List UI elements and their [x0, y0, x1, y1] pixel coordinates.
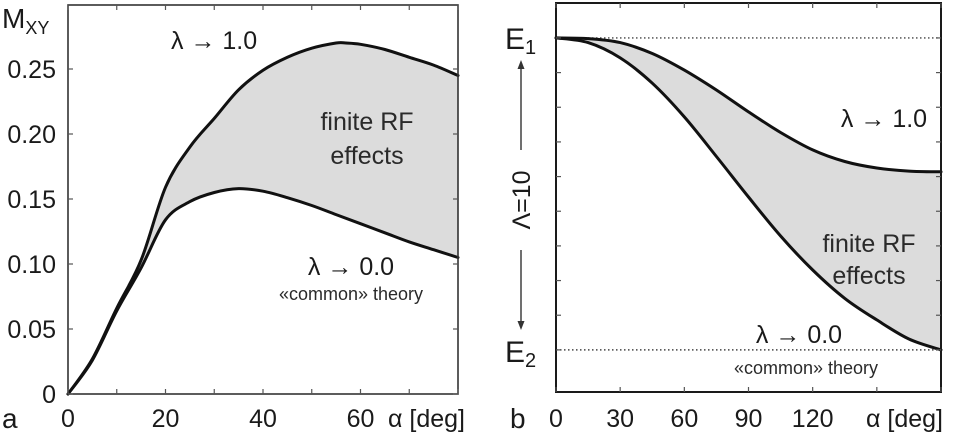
- panel-b-e1-label: E1: [505, 23, 536, 59]
- panel-b-curve-lambda-1: [554, 36, 943, 174]
- panel-b-xlabel: α [deg]: [866, 405, 943, 433]
- panel-a-ticks: [67, 5, 459, 395]
- panel-a-ytick-label: 0.10: [7, 251, 56, 279]
- panel-b-finite-rf-band: [556, 37, 941, 350]
- panel-a-ylabel-main: M: [2, 3, 25, 34]
- panel-a-xtick-label: 40: [249, 405, 277, 433]
- panel-a-xtick-label: 20: [152, 405, 180, 433]
- panel-b-arrow-up-head-icon: [517, 60, 525, 69]
- panel-b-lower-label: λ → 0.0: [756, 321, 842, 349]
- panel-b-lower-sublabel: «common» theory: [734, 358, 878, 378]
- panel-b-e2-label: E2: [505, 336, 536, 372]
- panel-a-ytick-label: 0.20: [7, 121, 56, 149]
- panel-b-ticks: [555, 3, 942, 392]
- panel-a-letter: a: [2, 403, 18, 434]
- panel-a-region-label-line2: effects: [330, 142, 403, 170]
- panel-a-lower-sublabel: «common» theory: [279, 284, 423, 304]
- panel-a-curve-lambda-1: [66, 41, 460, 396]
- panel-b-xtick-label: 120: [792, 405, 834, 433]
- panel-b-region-label-line2: effects: [832, 262, 905, 290]
- panel-a-upper-label: λ → 1.0: [171, 27, 257, 55]
- panel-a-region-label-line1: finite RF: [320, 108, 413, 136]
- panel-b-region-label-line1: finite RF: [822, 230, 915, 258]
- panel-b-e2-sub: 2: [525, 350, 536, 372]
- panel-a-curve-lambda-0: [66, 187, 460, 396]
- panel-a-ytick-label: 0: [42, 381, 56, 409]
- panel-b-arrow-down-head-icon: [517, 321, 525, 330]
- panel-b-e1-sub: 1: [525, 37, 536, 59]
- panel-b-ylabel: Λ=10: [508, 170, 536, 229]
- panel-b-letter: b: [510, 403, 526, 434]
- panel-a-chart: 0 20 40 60 0 0.05 0.10 0.15 0.20 0.25 MXY α [deg]…: [2, 3, 465, 434]
- panel-a-xtick-label: 60: [347, 405, 375, 433]
- panel-b-xtick-label: 0: [549, 405, 563, 433]
- panel-b-chart: 0 30 60 90 120 E1 E2 Λ=10 α [deg] b λ → 1.0 …: [505, 2, 943, 434]
- panel-b-curve-lambda-0: [554, 36, 943, 352]
- panel-b-tick-labels: 0 30 60 90 120: [549, 405, 833, 433]
- panel-b-xtick-label: 30: [606, 405, 634, 433]
- panel-a-ylabel: MXY: [2, 3, 49, 38]
- panel-a-ytick-label: 0.25: [7, 56, 56, 84]
- panel-b-xtick-label: 60: [670, 405, 698, 433]
- panel-b-e2-main: E: [505, 336, 525, 369]
- panel-a-finite-rf-band: [68, 42, 458, 395]
- panel-a-lower-label: λ → 0.0: [308, 253, 394, 281]
- panel-a-ytick-label: 0.15: [7, 186, 56, 214]
- panel-a-xtick-label: 0: [61, 405, 75, 433]
- panel-a-ytick-label: 0.05: [7, 316, 56, 344]
- panel-b-upper-label: λ → 1.0: [841, 105, 927, 133]
- panel-b-e1-main: E: [505, 23, 525, 56]
- panel-a-xlabel: α [deg]: [388, 405, 465, 433]
- panel-b-xtick-label: 90: [735, 405, 763, 433]
- panel-a-ylabel-sub: XY: [25, 18, 49, 38]
- panel-a-tick-labels: 0 20 40 60 0 0.05 0.10 0.15 0.20 0.25: [7, 56, 374, 433]
